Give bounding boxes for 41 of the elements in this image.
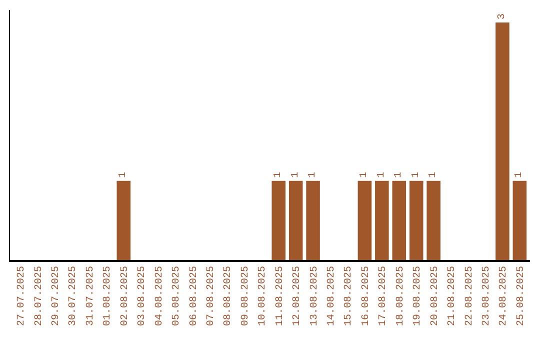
data-label: 1 bbox=[514, 172, 526, 178]
x-tick-label: 09.08.2025 bbox=[240, 266, 252, 326]
x-tick-label: 17.08.2025 bbox=[378, 266, 390, 326]
x-tick-label: 18.08.2025 bbox=[395, 266, 406, 326]
x-tick-label: 07.08.2025 bbox=[206, 266, 217, 326]
data-label: 1 bbox=[376, 172, 388, 178]
data-label: 1 bbox=[394, 172, 405, 178]
data-label: 3 bbox=[496, 13, 508, 20]
x-tick-label: 14.08.2025 bbox=[326, 266, 338, 326]
x-tick-label: 15.08.2025 bbox=[344, 266, 355, 326]
x-tick-label: 05.08.2025 bbox=[172, 266, 183, 326]
data-label: 1 bbox=[308, 172, 319, 178]
x-tick-label: 23.08.2025 bbox=[481, 266, 492, 326]
x-tick-label: 10.08.2025 bbox=[258, 266, 269, 326]
x-tick-label: 31.07.2025 bbox=[85, 266, 96, 326]
x-tick-label: 30.07.2025 bbox=[68, 266, 80, 326]
x-tick-label: 22.08.2025 bbox=[464, 266, 476, 326]
x-tick-label: 06.08.2025 bbox=[188, 266, 200, 326]
x-tick-label: 12.08.2025 bbox=[292, 266, 304, 326]
data-label: 1 bbox=[118, 172, 130, 178]
x-tick-label: 08.08.2025 bbox=[223, 266, 234, 326]
x-tick-label: 13.08.2025 bbox=[309, 266, 320, 326]
x-tick-label: 03.08.2025 bbox=[137, 266, 148, 326]
x-tick-label: 01.08.2025 bbox=[102, 266, 114, 326]
x-tick-label: 11.08.2025 bbox=[274, 266, 286, 326]
x-tick-label: 16.08.2025 bbox=[360, 266, 372, 326]
x-tick-label: 20.08.2025 bbox=[430, 266, 441, 326]
x-tick-label: 19.08.2025 bbox=[412, 266, 424, 326]
x-tick-label: 02.08.2025 bbox=[120, 266, 131, 326]
data-label: 1 bbox=[410, 172, 422, 178]
x-tick-label: 04.08.2025 bbox=[154, 266, 166, 326]
x-tick-label: 28.07.2025 bbox=[34, 266, 45, 326]
data-label: 1 bbox=[428, 172, 440, 178]
data-label: 1 bbox=[359, 172, 370, 178]
x-tick-label: 21.08.2025 bbox=[447, 266, 458, 326]
x-tick-label: 27.07.2025 bbox=[16, 266, 28, 326]
x-tick-label: 25.08.2025 bbox=[516, 266, 527, 326]
data-label: 1 bbox=[273, 172, 284, 178]
x-tick-label: 29.07.2025 bbox=[51, 266, 62, 326]
data-label: 1 bbox=[290, 172, 302, 178]
x-tick-label: 24.08.2025 bbox=[498, 266, 510, 326]
